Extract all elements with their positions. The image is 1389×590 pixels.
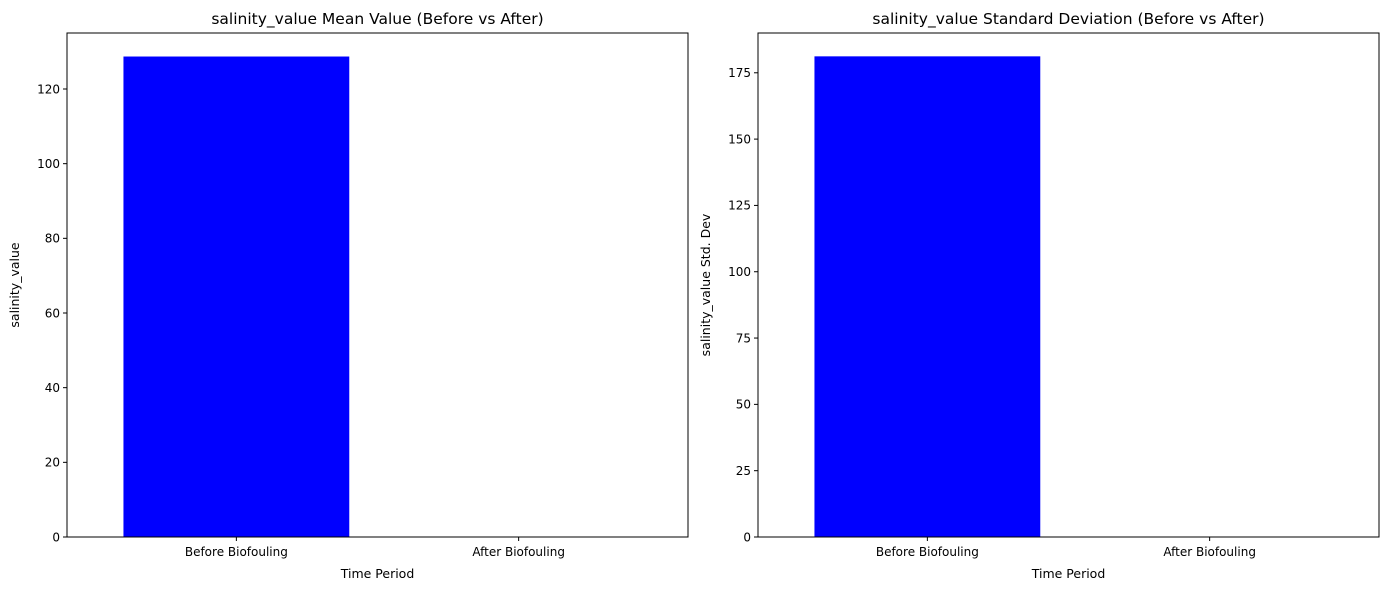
chart-mean-value: salinity_value Mean Value (Before vs Aft… [7,10,689,581]
x-tick-label-0: Before Biofouling [876,545,979,559]
x-axis-label: Time Period [340,566,415,581]
x-tick-label-1: After Biofouling [472,545,565,559]
chart-title: salinity_value Mean Value (Before vs Aft… [211,10,543,29]
y-tick-label-5: 100 [37,157,60,171]
y-tick-label-3: 60 [45,306,60,320]
y-tick-label-2: 50 [736,398,751,412]
y-tick-label-6: 150 [728,132,751,146]
y-axis-label: salinity_value [7,242,22,328]
x-tick-label-1: After Biofouling [1163,545,1256,559]
x-axis-label: Time Period [1031,566,1106,581]
chart-standard-deviation: salinity_value Standard Deviation (Befor… [698,10,1380,581]
y-tick-label-1: 20 [45,456,60,470]
bar-0 [814,56,1041,537]
plot-frame [66,32,689,538]
plot-frame [757,32,1380,538]
y-tick-label-6: 120 [37,82,60,96]
y-tick-label-7: 175 [728,66,751,80]
y-tick-label-3: 75 [736,331,751,345]
chart-title: salinity_value Standard Deviation (Befor… [872,10,1264,29]
y-tick-label-1: 25 [736,464,751,478]
y-axis-label: salinity_value Std. Dev [698,213,713,356]
y-tick-label-5: 125 [728,199,751,213]
y-tick-label-4: 100 [728,265,751,279]
y-tick-label-0: 0 [52,530,60,544]
y-tick-label-2: 40 [45,381,60,395]
y-tick-label-0: 0 [743,530,751,544]
bar-0 [123,56,350,538]
x-tick-label-0: Before Biofouling [185,545,288,559]
y-tick-label-4: 80 [45,232,60,246]
